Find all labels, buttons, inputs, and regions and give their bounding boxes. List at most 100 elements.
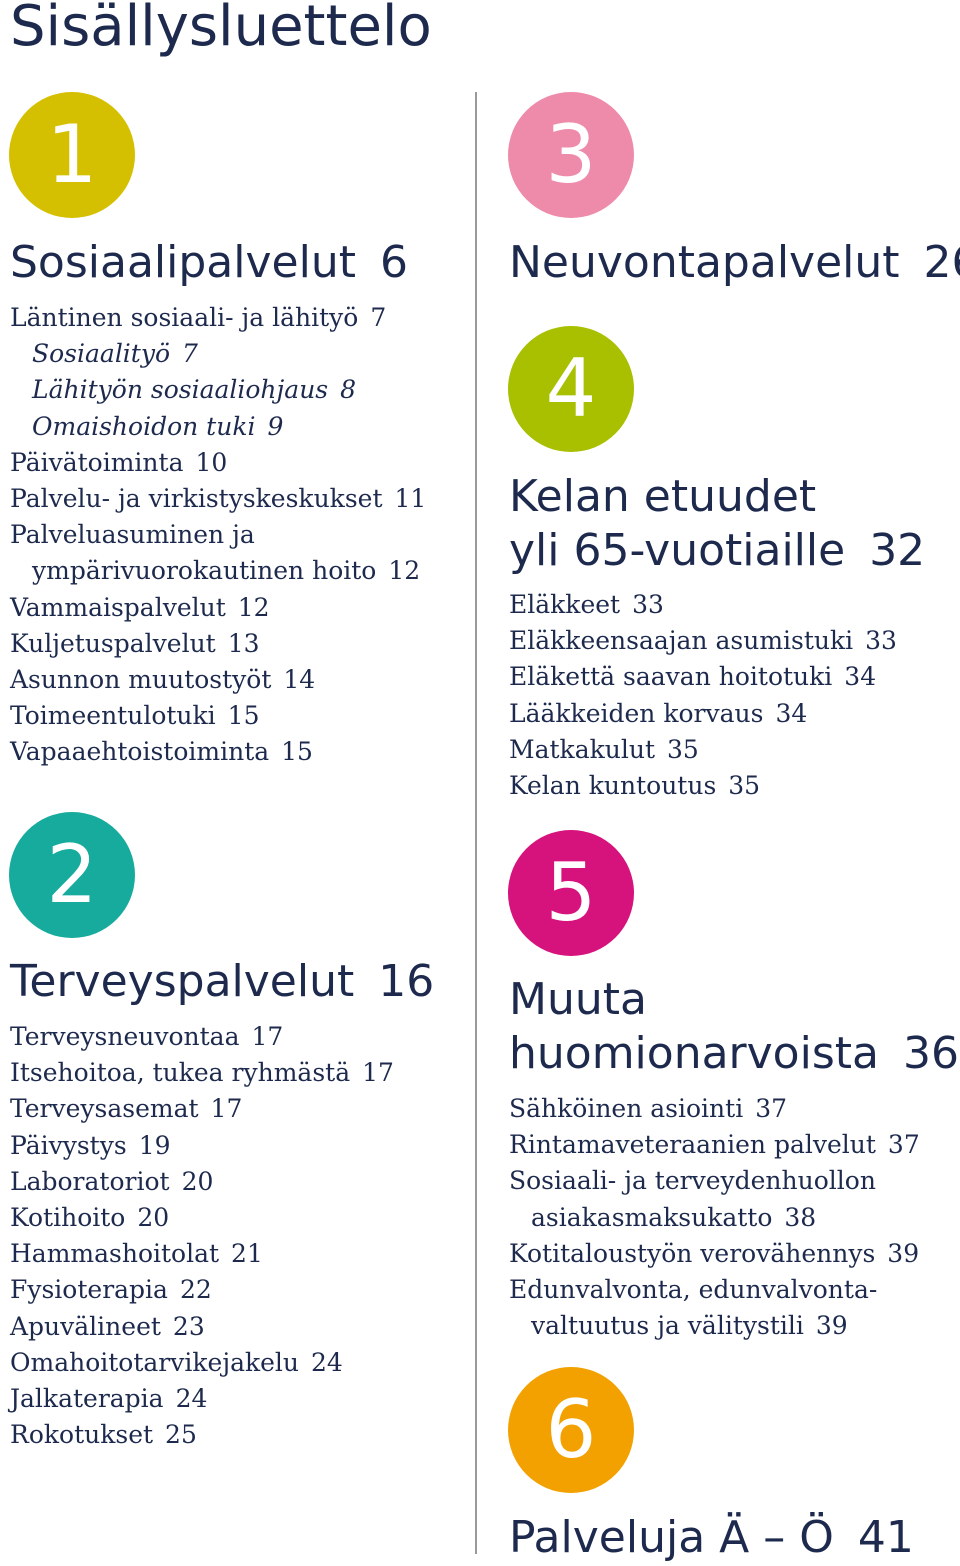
toc-entry[interactable]: Jalkaterapia 24 [10,1381,394,1417]
toc-entry[interactable]: Rokotukset 25 [10,1417,394,1453]
toc-entry[interactable]: Rintamaveteraanien palvelut 37 [509,1127,920,1163]
section-3-title-link[interactable]: Neuvontapalvelut 26 [509,236,960,290]
toc-entry[interactable]: asiakasmaksukatto 38 [509,1200,920,1236]
toc-entry[interactable]: Kotihoito 20 [10,1200,394,1236]
toc-entry[interactable]: Sosiaali- ja terveydenhuollon [509,1163,920,1199]
toc-entry[interactable]: ympärivuorokautinen hoito 12 [10,553,426,589]
toc-entry[interactable]: Kelan kuntoutus 35 [509,768,897,804]
section-3-title: Neuvontapalvelut [509,237,900,288]
section-5-title-link[interactable]: Muuta huomionarvoista 36 [509,973,959,1081]
entry-label: Eläkettä saavan hoitotuki [509,662,833,692]
entry-label: Fysioterapia [10,1275,168,1305]
section-3-number-circle: 3 [508,92,634,218]
entry-page: 9 [267,411,284,441]
section-6-title-link[interactable]: Palveluja Ä – Ö 41 [509,1511,914,1565]
toc-entry[interactable]: Palvelu- ja virkistyskeskukset 11 [10,481,426,517]
entry-label: Omaishoidon tuki [32,411,256,441]
toc-entry[interactable]: Apuvälineet 23 [10,1309,394,1345]
section-2-page: 16 [378,956,435,1007]
toc-entry[interactable]: Fysioterapia 22 [10,1272,394,1308]
entry-page: 7 [370,303,387,332]
entry-label: Sosiaali- ja terveydenhuollon [509,1166,876,1196]
toc-entry[interactable]: Eläkkeet 33 [509,587,897,623]
section-6-number: 6 [545,1383,597,1476]
entry-page: 37 [887,1130,920,1160]
toc-entry[interactable]: Terveysasemat 17 [10,1091,394,1127]
section-5-title-line2: huomionarvoista [509,1028,879,1079]
section-2-title: Terveyspalvelut [10,956,355,1007]
toc-entry[interactable]: Kotitaloustyön verovähennys 39 [509,1236,920,1272]
entry-label: Hammashoitolat [10,1239,220,1269]
entry-page: 21 [231,1239,263,1269]
entry-label: Rintamaveteraanien palvelut [509,1130,876,1160]
section-6-number-circle: 6 [508,1367,634,1493]
section-4-title-line1: Kelan etuudet [509,471,817,522]
toc-entry[interactable]: Omahoitotarvikejakelu 24 [10,1345,394,1381]
entry-label: Kotitaloustyön verovähennys [509,1238,876,1268]
entry-page: 34 [844,662,877,692]
toc-entry[interactable]: Vammaispalvelut 12 [10,590,426,626]
entry-label: Toimeentulotuki [10,701,216,731]
toc-entry[interactable]: Asunnon muutostyöt 14 [10,662,426,698]
toc-entry[interactable]: Sähköinen asiointi 37 [509,1091,920,1127]
toc-entry[interactable]: Läntinen sosiaali- ja lähityö 7 [10,300,426,336]
toc-entry[interactable]: Eläkkeensaajan asumistuki 33 [509,623,897,659]
toc-entry[interactable]: Terveysneuvontaa 17 [10,1019,394,1055]
entry-page: 33 [865,626,897,656]
toc-entry[interactable]: Lääkkeiden korvaus 34 [509,696,897,732]
entry-page: 13 [227,628,260,658]
section-1-number-circle: 1 [9,92,135,218]
toc-entry[interactable]: Toimeentulotuki 15 [10,698,426,734]
toc-entry[interactable]: valtuutus ja välitystili 39 [509,1308,920,1344]
page-title: Sisällysluettelo [10,0,432,59]
section-4-title-link[interactable]: Kelan etuudet yli 65-vuotiaille 32 [509,470,925,578]
toc-entry[interactable]: Omaishoidon tuki 9 [10,409,426,445]
entry-page: 35 [728,770,761,800]
toc-entry[interactable]: Hammashoitolat 21 [10,1236,394,1272]
entry-page: 37 [755,1094,788,1123]
toc-entry[interactable]: Laboratoriot 20 [10,1164,394,1200]
section-5-title-line1: Muuta [509,974,647,1025]
section-3-number: 3 [545,108,597,201]
entry-label: Apuvälineet [10,1311,161,1341]
entry-label: Palvelu- ja virkistyskeskukset [10,483,383,513]
entry-label: asiakasmaksukatto [531,1202,773,1232]
entry-label: Terveysasemat [10,1094,199,1124]
entry-page: 12 [388,556,421,586]
entry-label: Asunnon muutostyöt [10,664,272,694]
section-5-page: 36 [902,1028,959,1079]
entry-page: 14 [283,664,316,694]
toc-entry[interactable]: Itsehoitoa, tukea ryhmästä 17 [10,1055,394,1091]
section-1-title-link[interactable]: Sosiaalipalvelut 6 [10,236,408,290]
entry-label: ympärivuorokautinen hoito [32,556,377,586]
section-4-number: 4 [545,342,597,435]
toc-entry[interactable]: Sosiaalityö 7 [10,336,426,372]
entry-label: Eläkkeet [509,590,621,619]
entry-page: 15 [227,701,260,731]
toc-entry[interactable]: Kuljetuspalvelut 13 [10,626,426,662]
toc-entry[interactable]: Matkakulut 35 [509,732,897,768]
section-4-number-circle: 4 [508,326,634,452]
entry-label: Palveluasuminen ja [10,520,255,550]
toc-entry[interactable]: Vapaaehtoistoiminta 15 [10,734,426,770]
toc-entry[interactable]: Palveluasuminen ja [10,517,426,553]
entry-page: 22 [179,1275,212,1305]
toc-entry[interactable]: Päivätoiminta 10 [10,445,426,481]
entry-label: Omahoitotarvikejakelu [10,1347,300,1377]
entry-label: Lääkkeiden korvaus [509,698,764,728]
section-2-number-circle: 2 [9,812,135,938]
toc-entry[interactable]: Eläkettä saavan hoitotuki 34 [509,659,897,695]
entry-label: Laboratoriot [10,1166,170,1196]
toc-entry[interactable]: Edunvalvonta, edunvalvonta- [509,1272,920,1308]
entry-page: 24 [311,1347,343,1377]
section-1-entries: Läntinen sosiaali- ja lähityö 7 Sosiaalit… [10,300,426,770]
entry-page: 23 [172,1311,205,1341]
entry-page: 25 [165,1420,197,1450]
entry-label: Matkakulut [509,734,655,764]
section-2-title-link[interactable]: Terveyspalvelut 16 [10,955,434,1009]
section-5-number-circle: 5 [508,830,634,956]
entry-page: 33 [632,590,664,619]
entry-page: 20 [181,1166,214,1196]
toc-entry[interactable]: Päivystys 19 [10,1128,394,1164]
toc-entry[interactable]: Lähityön sosiaaliohjaus 8 [10,372,426,408]
